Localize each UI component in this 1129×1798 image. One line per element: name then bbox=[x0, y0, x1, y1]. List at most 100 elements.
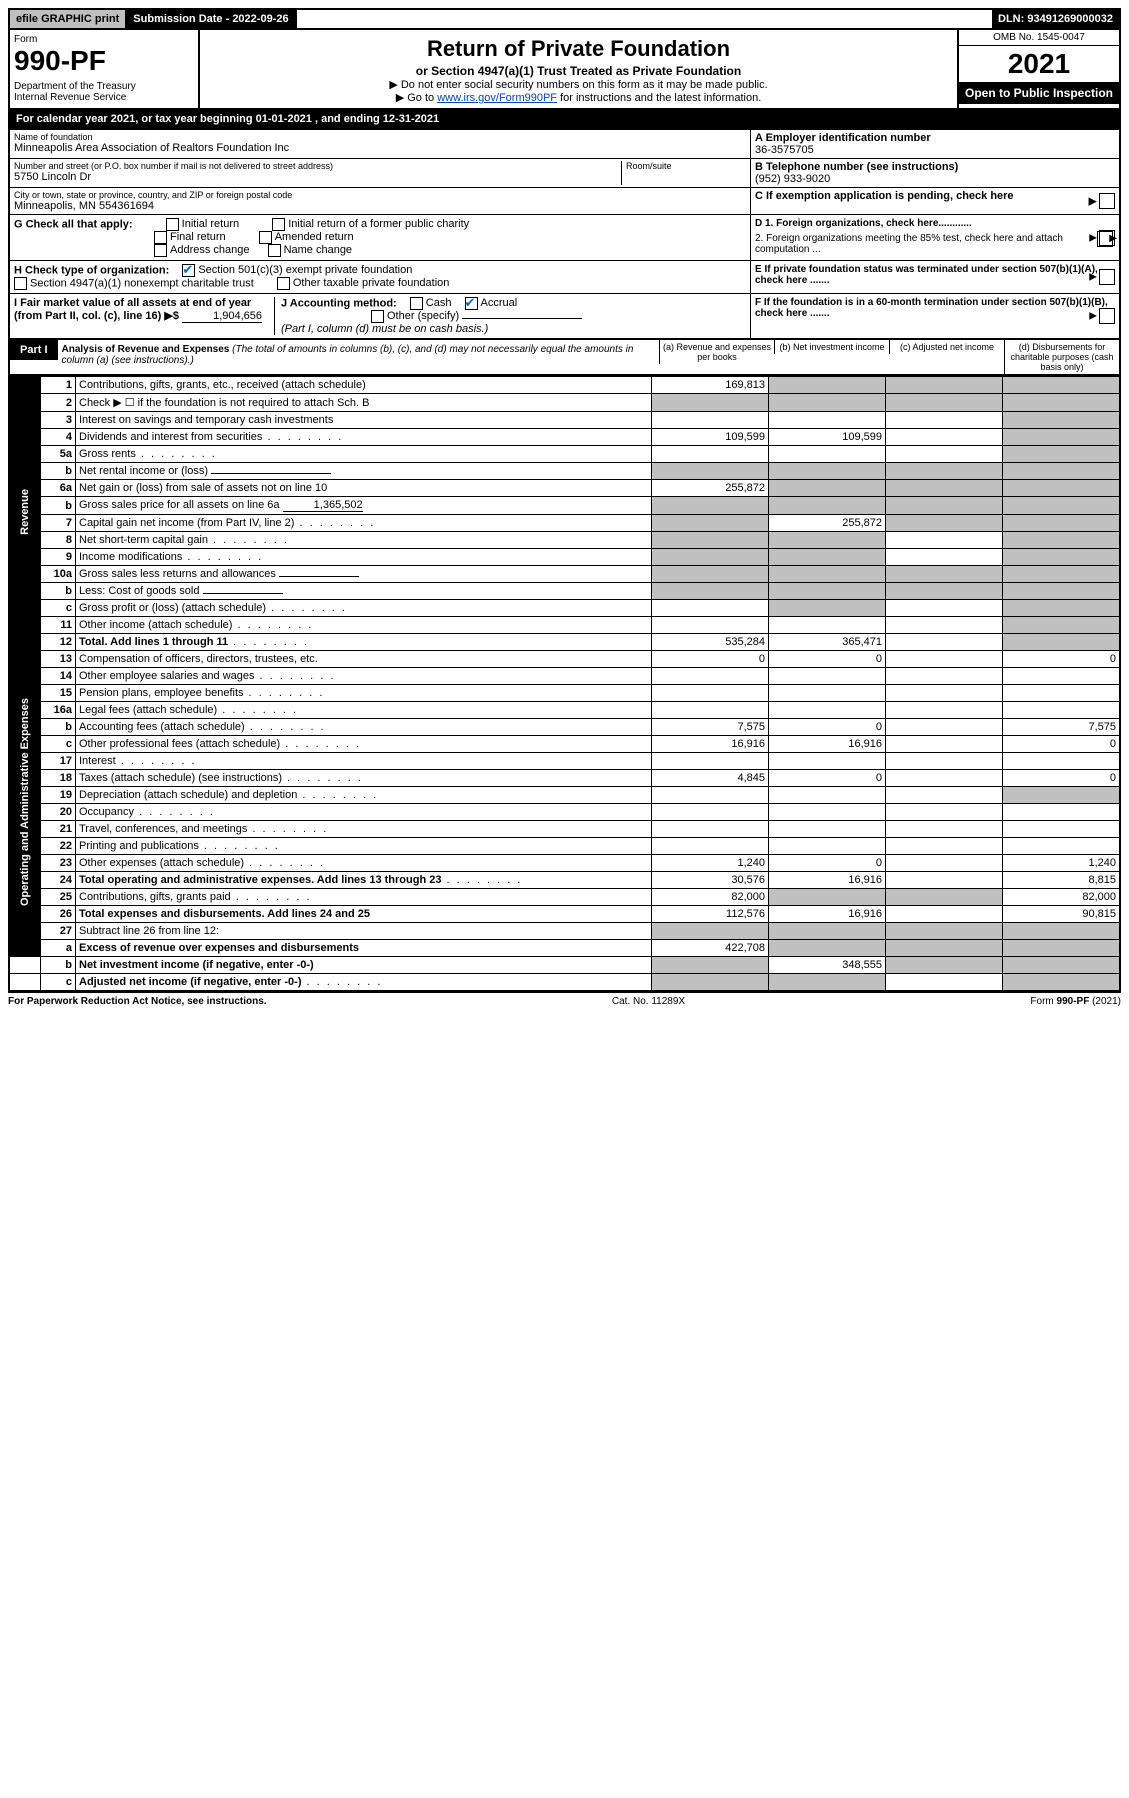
arrow-icon: ▶ bbox=[1089, 272, 1097, 283]
table-row: 27Subtract line 26 from line 12: bbox=[9, 923, 1120, 940]
j-other: Other (specify) bbox=[387, 310, 459, 322]
submission-date: Submission Date - 2022-09-26 bbox=[127, 10, 296, 28]
addr-label: Number and street (or P.O. box number if… bbox=[14, 161, 621, 171]
chk-name-change[interactable] bbox=[268, 244, 281, 257]
ij-cell: I Fair market value of all assets at end… bbox=[10, 294, 750, 338]
chk-initial-return[interactable] bbox=[166, 218, 179, 231]
g-cell: G Check all that apply: Initial return I… bbox=[10, 215, 750, 261]
e-checkbox[interactable] bbox=[1099, 269, 1115, 285]
c-checkbox[interactable] bbox=[1099, 193, 1115, 209]
g-opt-1: Final return bbox=[170, 231, 226, 243]
table-row: 15Pension plans, employee benefits bbox=[9, 685, 1120, 702]
r4-desc: Dividends and interest from securities bbox=[76, 429, 652, 446]
c-cell: C If exemption application is pending, c… bbox=[750, 188, 1119, 215]
foundation-name: Minneapolis Area Association of Realtors… bbox=[14, 142, 746, 154]
i-value: 1,904,656 bbox=[182, 310, 262, 323]
table-row: cAdjusted net income (if negative, enter… bbox=[9, 974, 1120, 992]
city-label: City or town, state or province, country… bbox=[14, 190, 746, 200]
chk-initial-former[interactable] bbox=[272, 218, 285, 231]
f-checkbox[interactable] bbox=[1099, 308, 1115, 324]
irs-link[interactable]: www.irs.gov/Form990PF bbox=[437, 92, 557, 104]
e-label: E If private foundation status was termi… bbox=[755, 264, 1098, 286]
city-value: Minneapolis, MN 554361694 bbox=[14, 200, 746, 212]
c-label: C If exemption application is pending, c… bbox=[755, 190, 1014, 202]
instr2-pre: ▶ Go to bbox=[396, 92, 437, 104]
table-row: b Gross sales price for all assets on li… bbox=[9, 497, 1120, 515]
other-specify-line bbox=[462, 318, 582, 319]
ein-value: 36-3575705 bbox=[755, 144, 1115, 156]
chk-accrual[interactable] bbox=[465, 297, 478, 310]
part1-text: Analysis of Revenue and Expenses (The to… bbox=[58, 340, 659, 370]
chk-other[interactable] bbox=[371, 310, 384, 323]
h-opt1: Section 501(c)(3) exempt private foundat… bbox=[198, 264, 412, 276]
form-number: 990-PF bbox=[14, 45, 194, 77]
j-note: (Part I, column (d) must be on cash basi… bbox=[281, 323, 488, 335]
ein-cell: A Employer identification number 36-3575… bbox=[750, 130, 1119, 159]
r1-d bbox=[1003, 377, 1121, 394]
table-row: 3 Interest on savings and temporary cash… bbox=[9, 412, 1120, 429]
table-row: b Less: Cost of goods sold bbox=[9, 583, 1120, 600]
r1-a: 169,813 bbox=[652, 377, 769, 394]
spacer bbox=[297, 16, 992, 22]
g-opt-0: Initial return bbox=[182, 218, 239, 230]
revenue-side-label: Revenue bbox=[9, 377, 41, 651]
table-row: 4 Dividends and interest from securities… bbox=[9, 429, 1120, 446]
calendar-year-bar: For calendar year 2021, or tax year begi… bbox=[8, 110, 1121, 130]
table-row: 14Other employee salaries and wages bbox=[9, 668, 1120, 685]
arrow-icon: ▶ bbox=[1089, 311, 1097, 322]
tel-label: B Telephone number (see instructions) bbox=[755, 161, 1115, 173]
page-footer: For Paperwork Reduction Act Notice, see … bbox=[8, 992, 1121, 1007]
h-opt3: Other taxable private foundation bbox=[293, 277, 450, 289]
form-label: Form bbox=[14, 34, 194, 45]
part1-label: Part I bbox=[10, 340, 58, 360]
header-center: Return of Private Foundation or Section … bbox=[200, 30, 959, 108]
h-cell: H Check type of organization: Section 50… bbox=[10, 261, 750, 294]
part1-table: Revenue 1 Contributions, gifts, grants, … bbox=[8, 376, 1121, 992]
omb-number: OMB No. 1545-0047 bbox=[959, 30, 1119, 46]
col-b-head: (b) Net investment income bbox=[774, 340, 889, 354]
chk-cash[interactable] bbox=[410, 297, 423, 310]
form-subtitle: or Section 4947(a)(1) Trust Treated as P… bbox=[204, 64, 953, 78]
table-row: 16aLegal fees (attach schedule) bbox=[9, 702, 1120, 719]
instruction-1: ▶ Do not enter social security numbers o… bbox=[204, 78, 953, 91]
table-row: 2 Check ▶ ☐ if the foundation is not req… bbox=[9, 394, 1120, 412]
table-row: 24Total operating and administrative exp… bbox=[9, 872, 1120, 889]
chk-4947[interactable] bbox=[14, 277, 27, 290]
efile-button[interactable]: efile GRAPHIC print bbox=[10, 10, 127, 28]
ein-label: A Employer identification number bbox=[755, 132, 1115, 144]
table-row: 7 Capital gain net income (from Part IV,… bbox=[9, 515, 1120, 532]
table-row: 26Total expenses and disbursements. Add … bbox=[9, 906, 1120, 923]
g-opt-5: Name change bbox=[284, 244, 353, 256]
g-d-section: G Check all that apply: Initial return I… bbox=[8, 215, 1121, 340]
arrow-icon: ▶ bbox=[1089, 195, 1097, 208]
table-row: 17Interest bbox=[9, 753, 1120, 770]
table-row: 19Depreciation (attach schedule) and dep… bbox=[9, 787, 1120, 804]
table-row: 5a Gross rents bbox=[9, 446, 1120, 463]
chk-amended[interactable] bbox=[259, 231, 272, 244]
f-label: F If the foundation is in a 60-month ter… bbox=[755, 297, 1108, 319]
header-left: Form 990-PF Department of the Treasury I… bbox=[10, 30, 200, 108]
info-grid: Name of foundation Minneapolis Area Asso… bbox=[8, 130, 1121, 215]
top-bar: efile GRAPHIC print Submission Date - 20… bbox=[8, 8, 1121, 30]
j-accrual: Accrual bbox=[481, 297, 518, 309]
footer-mid: Cat. No. 11289X bbox=[612, 996, 685, 1007]
table-row: 10a Gross sales less returns and allowan… bbox=[9, 566, 1120, 583]
chk-address-change[interactable] bbox=[154, 244, 167, 257]
d2-checkbox[interactable] bbox=[1097, 231, 1113, 247]
footer-right: Form 990-PF (2021) bbox=[1030, 996, 1121, 1007]
j-cash: Cash bbox=[426, 297, 452, 309]
h-label: H Check type of organization: bbox=[14, 264, 169, 276]
tax-year: 2021 bbox=[959, 46, 1119, 82]
table-row: bNet investment income (if negative, ent… bbox=[9, 957, 1120, 974]
tel-value: (952) 933-9020 bbox=[755, 173, 1115, 185]
chk-501c3[interactable] bbox=[182, 264, 195, 277]
chk-other-taxable[interactable] bbox=[277, 277, 290, 290]
col-d-head: (d) Disbursements for charitable purpose… bbox=[1004, 340, 1119, 374]
table-row: 21Travel, conferences, and meetings bbox=[9, 821, 1120, 838]
chk-final-return[interactable] bbox=[154, 231, 167, 244]
g-label: G Check all that apply: bbox=[14, 218, 133, 230]
table-row: 6a Net gain or (loss) from sale of asset… bbox=[9, 480, 1120, 497]
r2-desc: Check ▶ ☐ if the foundation is not requi… bbox=[76, 394, 652, 412]
r1-b bbox=[769, 377, 886, 394]
j-label: J Accounting method: bbox=[281, 297, 397, 309]
